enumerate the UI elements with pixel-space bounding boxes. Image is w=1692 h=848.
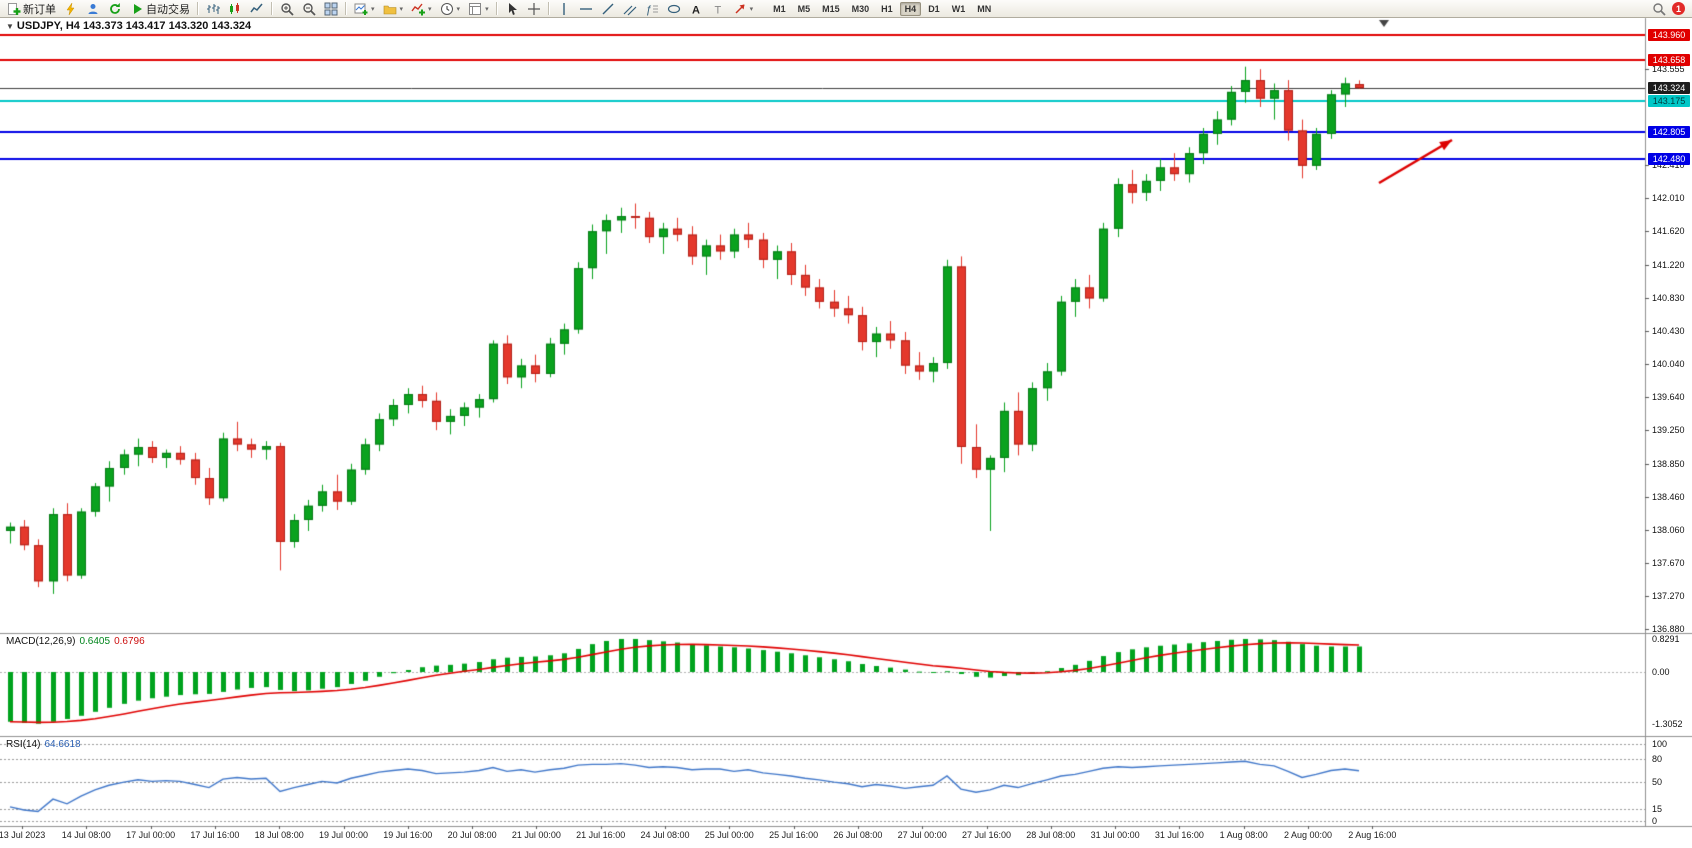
new-order-icon [7,2,21,16]
chevron-down-icon: ▾ [399,5,404,13]
chart-title: ▼ USDJPY, H4 143.373 143.417 143.320 143.… [6,20,251,32]
crosshair-button[interactable] [524,0,544,18]
arrows-button[interactable]: ▾ [730,0,757,18]
text-label-button[interactable]: T [708,0,728,18]
chevron-down-icon: ▾ [428,5,432,13]
toolbar-separator [345,2,347,15]
vline-icon [557,2,571,16]
trendline-button[interactable] [598,0,618,18]
rsi-panel-label: RSI(14) 64.6618 [6,739,81,750]
ellipse-icon [667,2,681,16]
svg-text:ƒ: ƒ [646,4,652,16]
timeframe-h1-button[interactable]: H1 [881,3,893,14]
refresh-button[interactable] [105,0,125,18]
zoom-in-button[interactable] [277,0,297,18]
line-chart-mode-button[interactable] [247,0,267,18]
hline-icon [579,2,593,16]
rsi-value: 64.6618 [44,739,81,750]
vertical-line-button[interactable] [554,0,574,18]
search-icon[interactable] [1652,2,1666,16]
toolbar-separator [547,2,550,15]
tile-windows-button[interactable] [321,0,341,18]
macd-value-main: 0.6405 [79,636,111,647]
toolbar-separator [197,2,199,15]
arrow-icon [733,2,747,16]
timeframe-m1-button[interactable]: M1 [773,3,786,14]
horizontal-line-button[interactable] [576,0,596,18]
indicator-plus-icon [411,2,426,16]
timeframe-m15-button[interactable]: M15 [822,3,840,14]
profiles-button[interactable]: ▾ [380,0,407,18]
timeframe-d1-button[interactable]: D1 [928,3,940,14]
timeframe-w1-button[interactable]: W1 [951,3,966,14]
auto-trading-button[interactable]: 自动交易 [127,0,193,18]
chevron-down-icon: ▾ [456,5,461,13]
new-order-label: 新订单 [23,3,56,16]
toolbar-separator [495,2,498,15]
auto-trading-label: 自动交易 [146,3,190,16]
label-t-icon: T [711,2,725,16]
bar-chart-icon [206,2,220,16]
macd-value-signal: 0.6796 [114,636,145,647]
svg-text:T: T [714,4,721,16]
metaeditor-button[interactable] [61,0,81,18]
svg-text:A: A [692,4,700,16]
chart-plus-icon [354,2,368,16]
lightning-icon [64,2,78,16]
folder-icon [383,2,397,16]
timeframe-m5-button[interactable]: M5 [797,3,811,14]
zoom-in-icon [280,2,294,16]
zoom-out-button[interactable] [299,0,319,18]
bar-chart-mode-button[interactable] [203,0,223,18]
macd-name: MACD(12,26,9) [6,636,76,647]
chart-title-text: USDJPY, H4 143.373 143.417 143.320 143.3… [16,20,252,32]
new-chart-button[interactable]: ▾ [351,0,378,18]
periods-button[interactable]: ▾ [437,0,464,18]
line-chart-icon [250,2,264,16]
cursor-button[interactable] [502,0,522,18]
candlestick-mode-button[interactable] [225,0,245,18]
collapse-triangle-icon[interactable]: ▼ [6,22,14,31]
play-icon [130,2,144,16]
tiles-icon [324,2,338,16]
toolbar-separator [271,2,273,15]
macd-panel-label: MACD(12,26,9) 0.6405 0.6796 [6,636,145,647]
person-icon [86,2,100,16]
trendline-icon [601,2,615,16]
timeframe-mn-button[interactable]: MN [977,3,992,14]
chevron-down-icon: ▾ [749,5,754,13]
new-order-button[interactable]: 新订单 [4,0,59,18]
cursor-icon [505,2,519,16]
chevron-down-icon: ▾ [371,5,375,13]
timeframe-m30-button[interactable]: M30 [851,3,870,14]
clock-icon [440,2,454,16]
candles-icon [228,2,242,16]
text-button[interactable]: A [686,0,706,18]
zoom-out-icon [302,2,316,16]
equidistant-channel-button[interactable] [620,0,640,18]
toolbar-right: 1 [1652,2,1689,16]
fibonacci-button[interactable]: ƒ [642,0,662,18]
shapes-button[interactable] [664,0,684,18]
template-icon [468,2,482,16]
text-a-icon: A [689,2,703,16]
fibo-icon: ƒ [645,2,659,16]
timeframe-h4-button[interactable]: H4 [899,1,922,16]
refresh-icon [108,2,122,16]
community-button[interactable] [83,0,103,18]
crosshair-icon [527,2,541,16]
timeframe-group: M1 M5 M15 M30 H1 H4 D1 W1 MN [767,1,997,16]
chevron-down-icon: ▾ [485,5,489,13]
templates-button[interactable]: ▾ [465,0,492,18]
toolbar: 新订单 自动交易 ▾ ▾ ▾ ▾ ▾ ƒ A T ▾ M1 M5 M15 M30 H1 H4 D1 W1 MN 1 [0,0,1692,18]
channel-icon [623,2,637,16]
notification-badge[interactable]: 1 [1672,2,1685,15]
rsi-name: RSI(14) [6,739,41,750]
indicators-button[interactable]: ▾ [408,0,435,18]
